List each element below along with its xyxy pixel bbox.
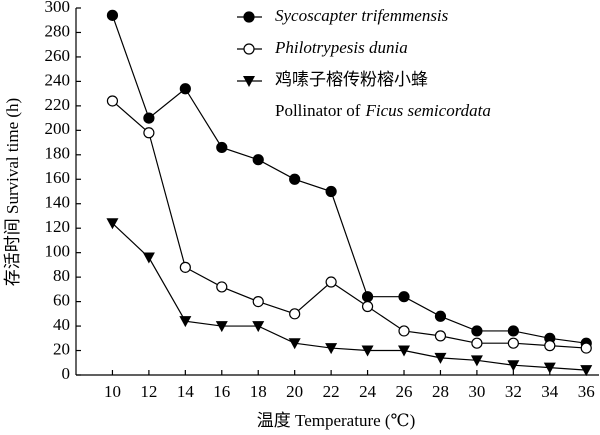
legend-label: Sycoscapter trifemmensis [275, 6, 449, 25]
x-tick-label: 16 [213, 382, 230, 401]
marker [143, 127, 155, 139]
y-tick-label: 300 [45, 0, 71, 16]
x-tick-label: 18 [250, 382, 267, 401]
marker [252, 296, 264, 308]
x-tick-label: 34 [541, 382, 559, 401]
marker [434, 330, 447, 342]
marker [289, 173, 301, 185]
y-tick-label: 220 [45, 95, 71, 114]
marker [361, 345, 374, 357]
y-tick-label: 160 [45, 168, 71, 187]
x-tick-label: 14 [177, 382, 195, 401]
marker [252, 154, 264, 166]
y-tick-label: 240 [45, 70, 71, 89]
y-tick-label: 40 [53, 315, 70, 334]
legend-label: Pollinator of Ficus semicordata [275, 101, 491, 120]
marker [543, 362, 556, 374]
y-tick-label: 280 [45, 21, 71, 40]
x-tick-label: 22 [323, 382, 340, 401]
x-tick-label: 12 [140, 382, 157, 401]
marker [216, 141, 228, 154]
marker [106, 218, 119, 230]
marker [252, 321, 265, 333]
marker [471, 325, 483, 337]
y-tick-label: 100 [45, 242, 71, 261]
x-tick-label: 36 [578, 382, 595, 401]
marker [143, 112, 155, 124]
legend-label-part: Pollinator of [275, 101, 361, 120]
marker [398, 325, 410, 337]
marker [398, 345, 411, 357]
marker [179, 316, 192, 328]
marker [106, 9, 119, 21]
x-axis-title: 温度 Temperature (℃) [257, 411, 416, 430]
y-axis-title: 存活时间 Survival time (h) [3, 98, 22, 286]
y-tick-label: 200 [45, 119, 71, 138]
marker [179, 261, 191, 273]
y-tick-label: 180 [45, 144, 71, 163]
marker [142, 252, 155, 264]
marker [580, 342, 592, 354]
y-tick-label: 80 [53, 266, 70, 285]
marker [471, 337, 483, 349]
marker [544, 340, 556, 352]
marker [106, 95, 119, 107]
y-tick-label: 120 [45, 217, 71, 236]
legend-label: Philotrypesis dunia [274, 38, 408, 57]
marker [288, 338, 301, 350]
y-tick-label: 0 [62, 364, 71, 383]
marker [361, 300, 374, 313]
marker [580, 365, 593, 377]
x-tick-label: 26 [396, 382, 413, 401]
x-tick-label: 28 [432, 382, 449, 401]
series-line [111, 15, 587, 344]
series-line [112, 222, 587, 371]
marker [325, 343, 338, 355]
marker [243, 11, 255, 23]
y-tick-label: 60 [53, 291, 70, 310]
x-tick-label: 24 [359, 382, 377, 401]
marker [507, 360, 520, 372]
marker [398, 291, 410, 303]
x-tick-label: 32 [505, 382, 522, 401]
marker [243, 43, 255, 55]
legend-label-part: Ficus semicordata [364, 101, 490, 120]
marker [325, 185, 337, 198]
marker [216, 281, 228, 293]
x-tick-label: 10 [104, 382, 121, 401]
marker [361, 291, 374, 303]
marker [434, 310, 447, 322]
marker [434, 352, 447, 364]
y-tick-label: 20 [53, 339, 70, 358]
series-line [112, 100, 587, 349]
x-tick-label: 30 [468, 382, 485, 401]
marker [289, 308, 301, 320]
y-tick-label: 140 [45, 193, 71, 212]
marker [470, 355, 483, 367]
y-tick-label: 260 [45, 46, 71, 65]
marker [243, 76, 255, 87]
marker [507, 325, 519, 337]
marker [179, 83, 191, 95]
marker [215, 321, 228, 333]
x-tick-label: 20 [286, 382, 303, 401]
marker [325, 276, 337, 288]
marker [507, 337, 519, 349]
legend-label: 鸡嗉子榕传粉榕小蜂 [275, 70, 428, 89]
